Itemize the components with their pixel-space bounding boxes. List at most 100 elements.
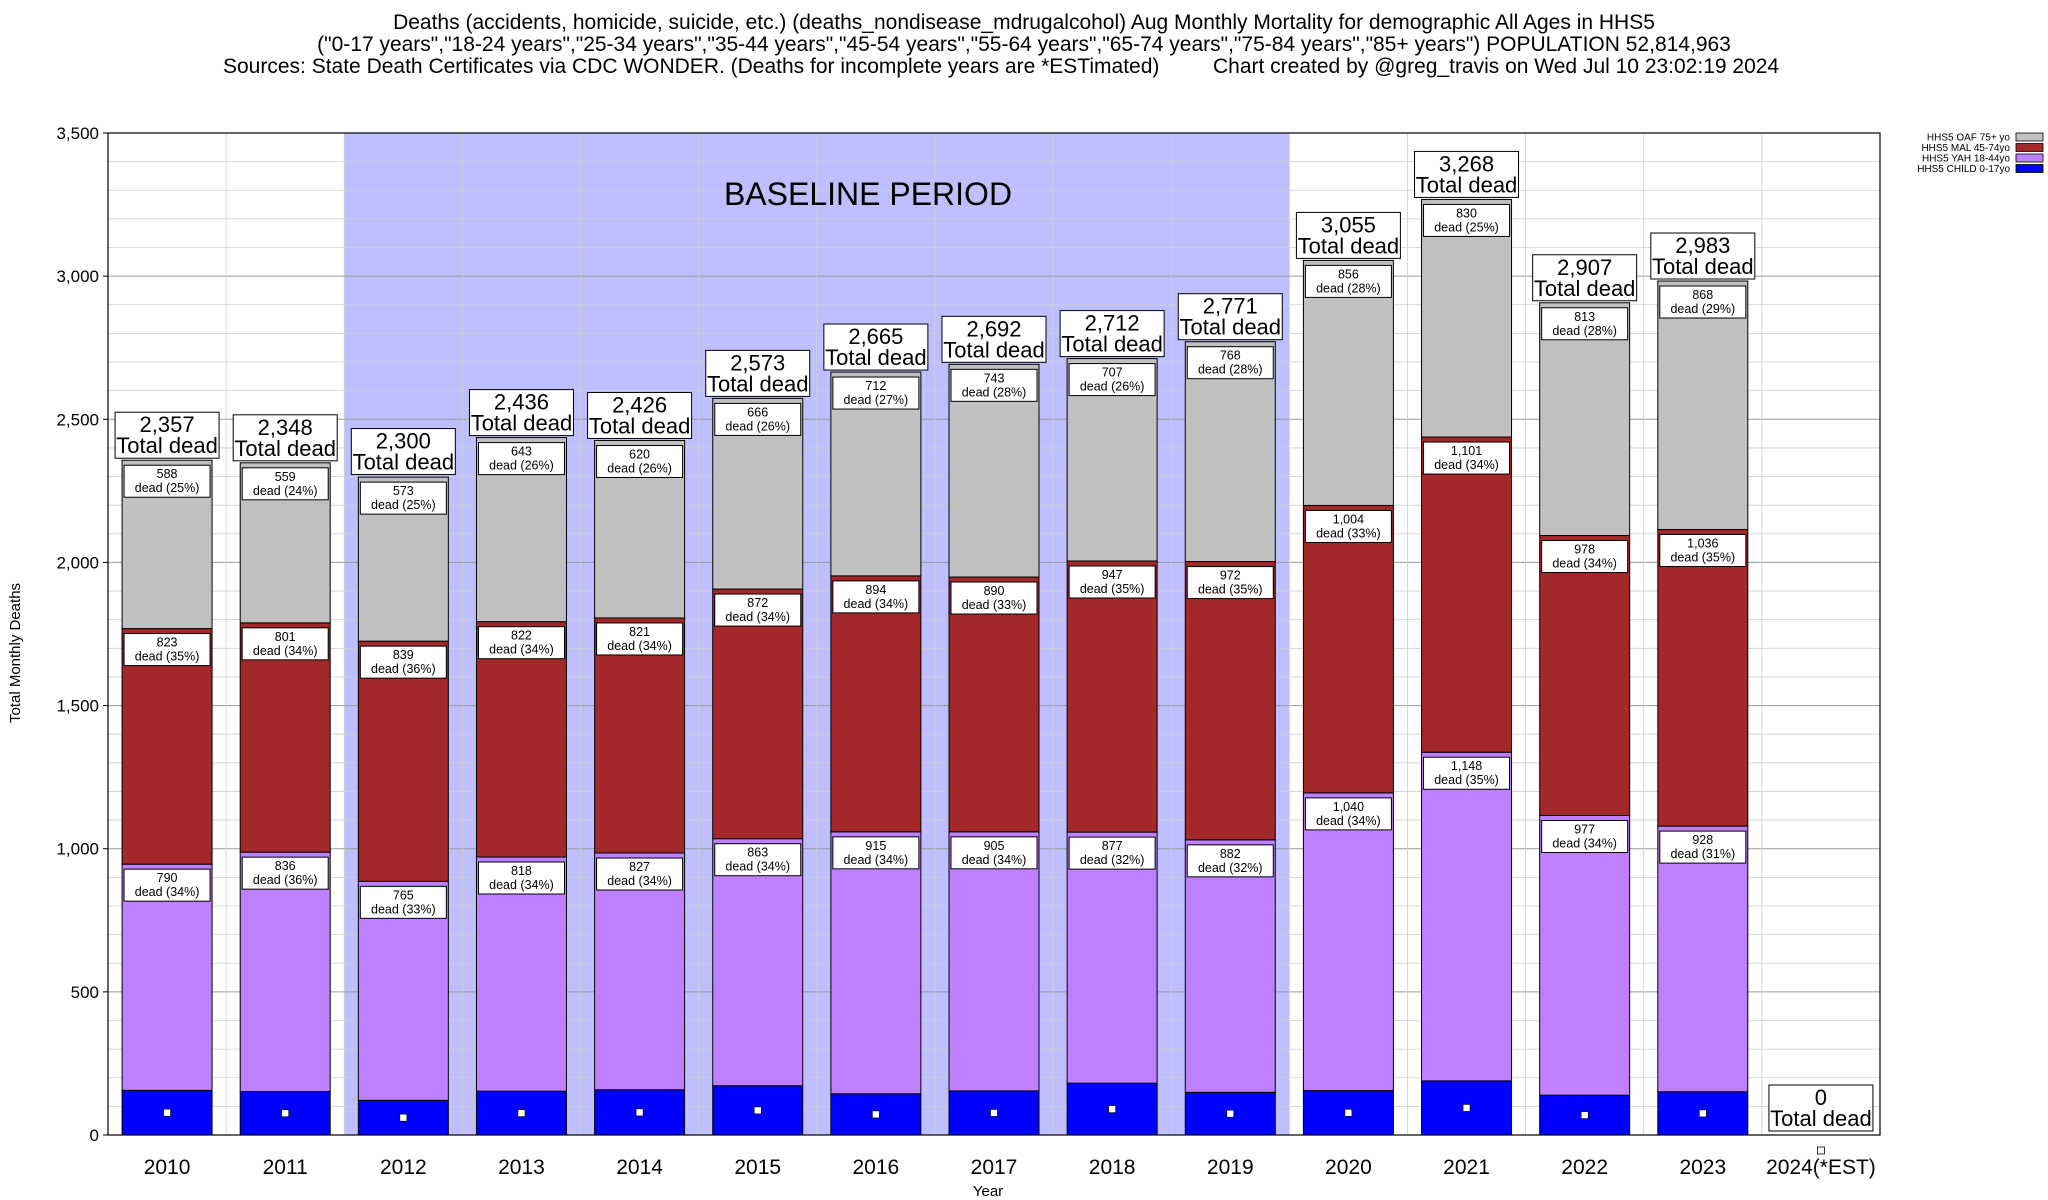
segment-label-box (950, 581, 1038, 615)
y-tick-label: 2,000 (56, 553, 99, 572)
segment-label-box (1186, 346, 1274, 380)
segment-label-box (714, 593, 802, 627)
segment-label-box (241, 467, 329, 501)
segment-label-box (241, 856, 329, 890)
segment-label-value: 894 (865, 583, 886, 597)
segment-label-box (714, 843, 802, 877)
chart-title: Deaths (accidents, homicide, suicide, et… (223, 11, 1779, 78)
x-tick-label: 2022 (1561, 1156, 1608, 1179)
total-label-box (350, 428, 456, 476)
total-value: 2,436 (494, 390, 549, 415)
segment-label-value: 1,101 (1451, 444, 1482, 458)
baseline-period-label: BASELINE PERIOD (724, 176, 1012, 212)
segment-label-value: 863 (747, 846, 768, 860)
child-marker (990, 1109, 998, 1117)
legend-entry-label: HHS5 CHILD 0-17yo (1917, 164, 2010, 175)
y-axis-label: Total Monthly Deaths (7, 583, 24, 723)
total-value: 2,300 (376, 429, 431, 454)
segment-label-box (950, 836, 1038, 870)
bar-segment (1539, 815, 1631, 1096)
segment-label-value: 1,040 (1333, 800, 1364, 814)
x-tick-label: 2015 (734, 1156, 781, 1179)
segment-label-value: 830 (1456, 206, 1477, 220)
segment-label-value: 928 (1692, 833, 1713, 847)
segment-label-percent: dead (33%) (1316, 526, 1381, 540)
legend-swatch (2015, 132, 2044, 142)
bar-segment (712, 838, 804, 1087)
segment-label-value: 1,148 (1451, 759, 1482, 773)
x-axis-label: Year (973, 1183, 1003, 1200)
segment-label-percent: dead (28%) (1198, 363, 1263, 377)
total-value: 2,426 (612, 392, 667, 417)
segment-label-percent: dead (25%) (1434, 220, 1499, 234)
segment-label-percent: dead (25%) (371, 498, 436, 512)
segment-label-value: 573 (393, 484, 414, 498)
segment-label-percent: dead (32%) (1198, 861, 1263, 875)
segment-label-value: 972 (1220, 569, 1241, 583)
total-value: 2,573 (730, 350, 785, 375)
segment-label-percent: dead (28%) (1316, 281, 1381, 295)
segment-label-box (832, 836, 920, 870)
segment-label-percent: dead (29%) (1670, 302, 1735, 316)
segment-label-value: 856 (1338, 267, 1359, 281)
segment-label-box (1304, 797, 1392, 831)
total-label-box (1414, 150, 1520, 198)
bar-segment (594, 617, 686, 854)
bar-segment (1421, 198, 1513, 438)
total-label-box (1768, 1084, 1874, 1132)
total-suffix: Total dead (471, 411, 573, 436)
total-value: 2,348 (258, 415, 313, 440)
bar-segment (830, 831, 922, 1095)
total-value: 3,055 (1321, 212, 1376, 237)
segment-label-box (596, 622, 684, 656)
segment-label-box (714, 402, 802, 436)
legend-swatch (2015, 164, 2044, 173)
total-value: 2,692 (966, 316, 1021, 341)
y-tick-label: 1,500 (56, 697, 99, 716)
bars (121, 198, 1825, 1155)
total-label-box (1650, 232, 1756, 280)
total-suffix: Total dead (589, 413, 691, 438)
segment-label-value: 790 (157, 871, 178, 885)
bar-segment (1184, 839, 1276, 1093)
child-marker (517, 1109, 526, 1117)
total-suffix: Total dead (116, 433, 218, 458)
segment-label-value: 822 (511, 629, 532, 643)
segment-label-percent: dead (34%) (1552, 837, 1617, 851)
segment-label-value: 818 (511, 864, 532, 878)
title-line-2: ("0-17 years","18-24 years","25-34 years… (317, 33, 1731, 56)
segment-label-box (832, 376, 920, 410)
x-tick-label: 2018 (1089, 1156, 1136, 1179)
segment-label-box (950, 368, 1038, 402)
y-tick-label: 500 (71, 983, 99, 1002)
segment-label-value: 915 (865, 839, 886, 853)
total-value: 2,983 (1675, 233, 1730, 258)
segment-label-percent: dead (31%) (1670, 847, 1735, 861)
child-marker (1699, 1109, 1707, 1118)
segment-label-box (241, 627, 329, 661)
segment-label-box (1541, 820, 1629, 854)
segment-label-percent: dead (34%) (725, 610, 790, 624)
segment-label-value: 588 (157, 467, 178, 481)
segment-label-box (832, 580, 920, 614)
legend-entry-label: HHS5 MAL 45-74yo (1921, 143, 2010, 154)
total-label-box (1059, 310, 1165, 358)
segment-label-box (1186, 566, 1274, 600)
title-line-1: Deaths (accidents, homicide, suicide, et… (393, 11, 1655, 34)
total-suffix: Total dead (234, 436, 336, 461)
total-suffix: Total dead (1416, 172, 1518, 197)
total-label-box (1532, 254, 1638, 302)
segment-label-value: 559 (275, 470, 296, 484)
segment-label-box (1068, 565, 1156, 599)
segment-label-box (477, 626, 565, 660)
segment-label-box (477, 442, 565, 476)
segment-label-box (359, 481, 447, 515)
axes: 0 500 1,000 1,500 2,000 2,500 3,000 3,500 2010 20… (56, 124, 1881, 1179)
segment-label-value: 868 (1692, 288, 1713, 302)
segment-label-percent: dead (26%) (1080, 380, 1145, 394)
bar-segment (1066, 831, 1158, 1084)
y-tick-label: 0 (90, 1126, 99, 1145)
segment-label-value: 890 (984, 584, 1005, 598)
child-marker (281, 1109, 290, 1118)
bar-segment (1539, 302, 1631, 537)
